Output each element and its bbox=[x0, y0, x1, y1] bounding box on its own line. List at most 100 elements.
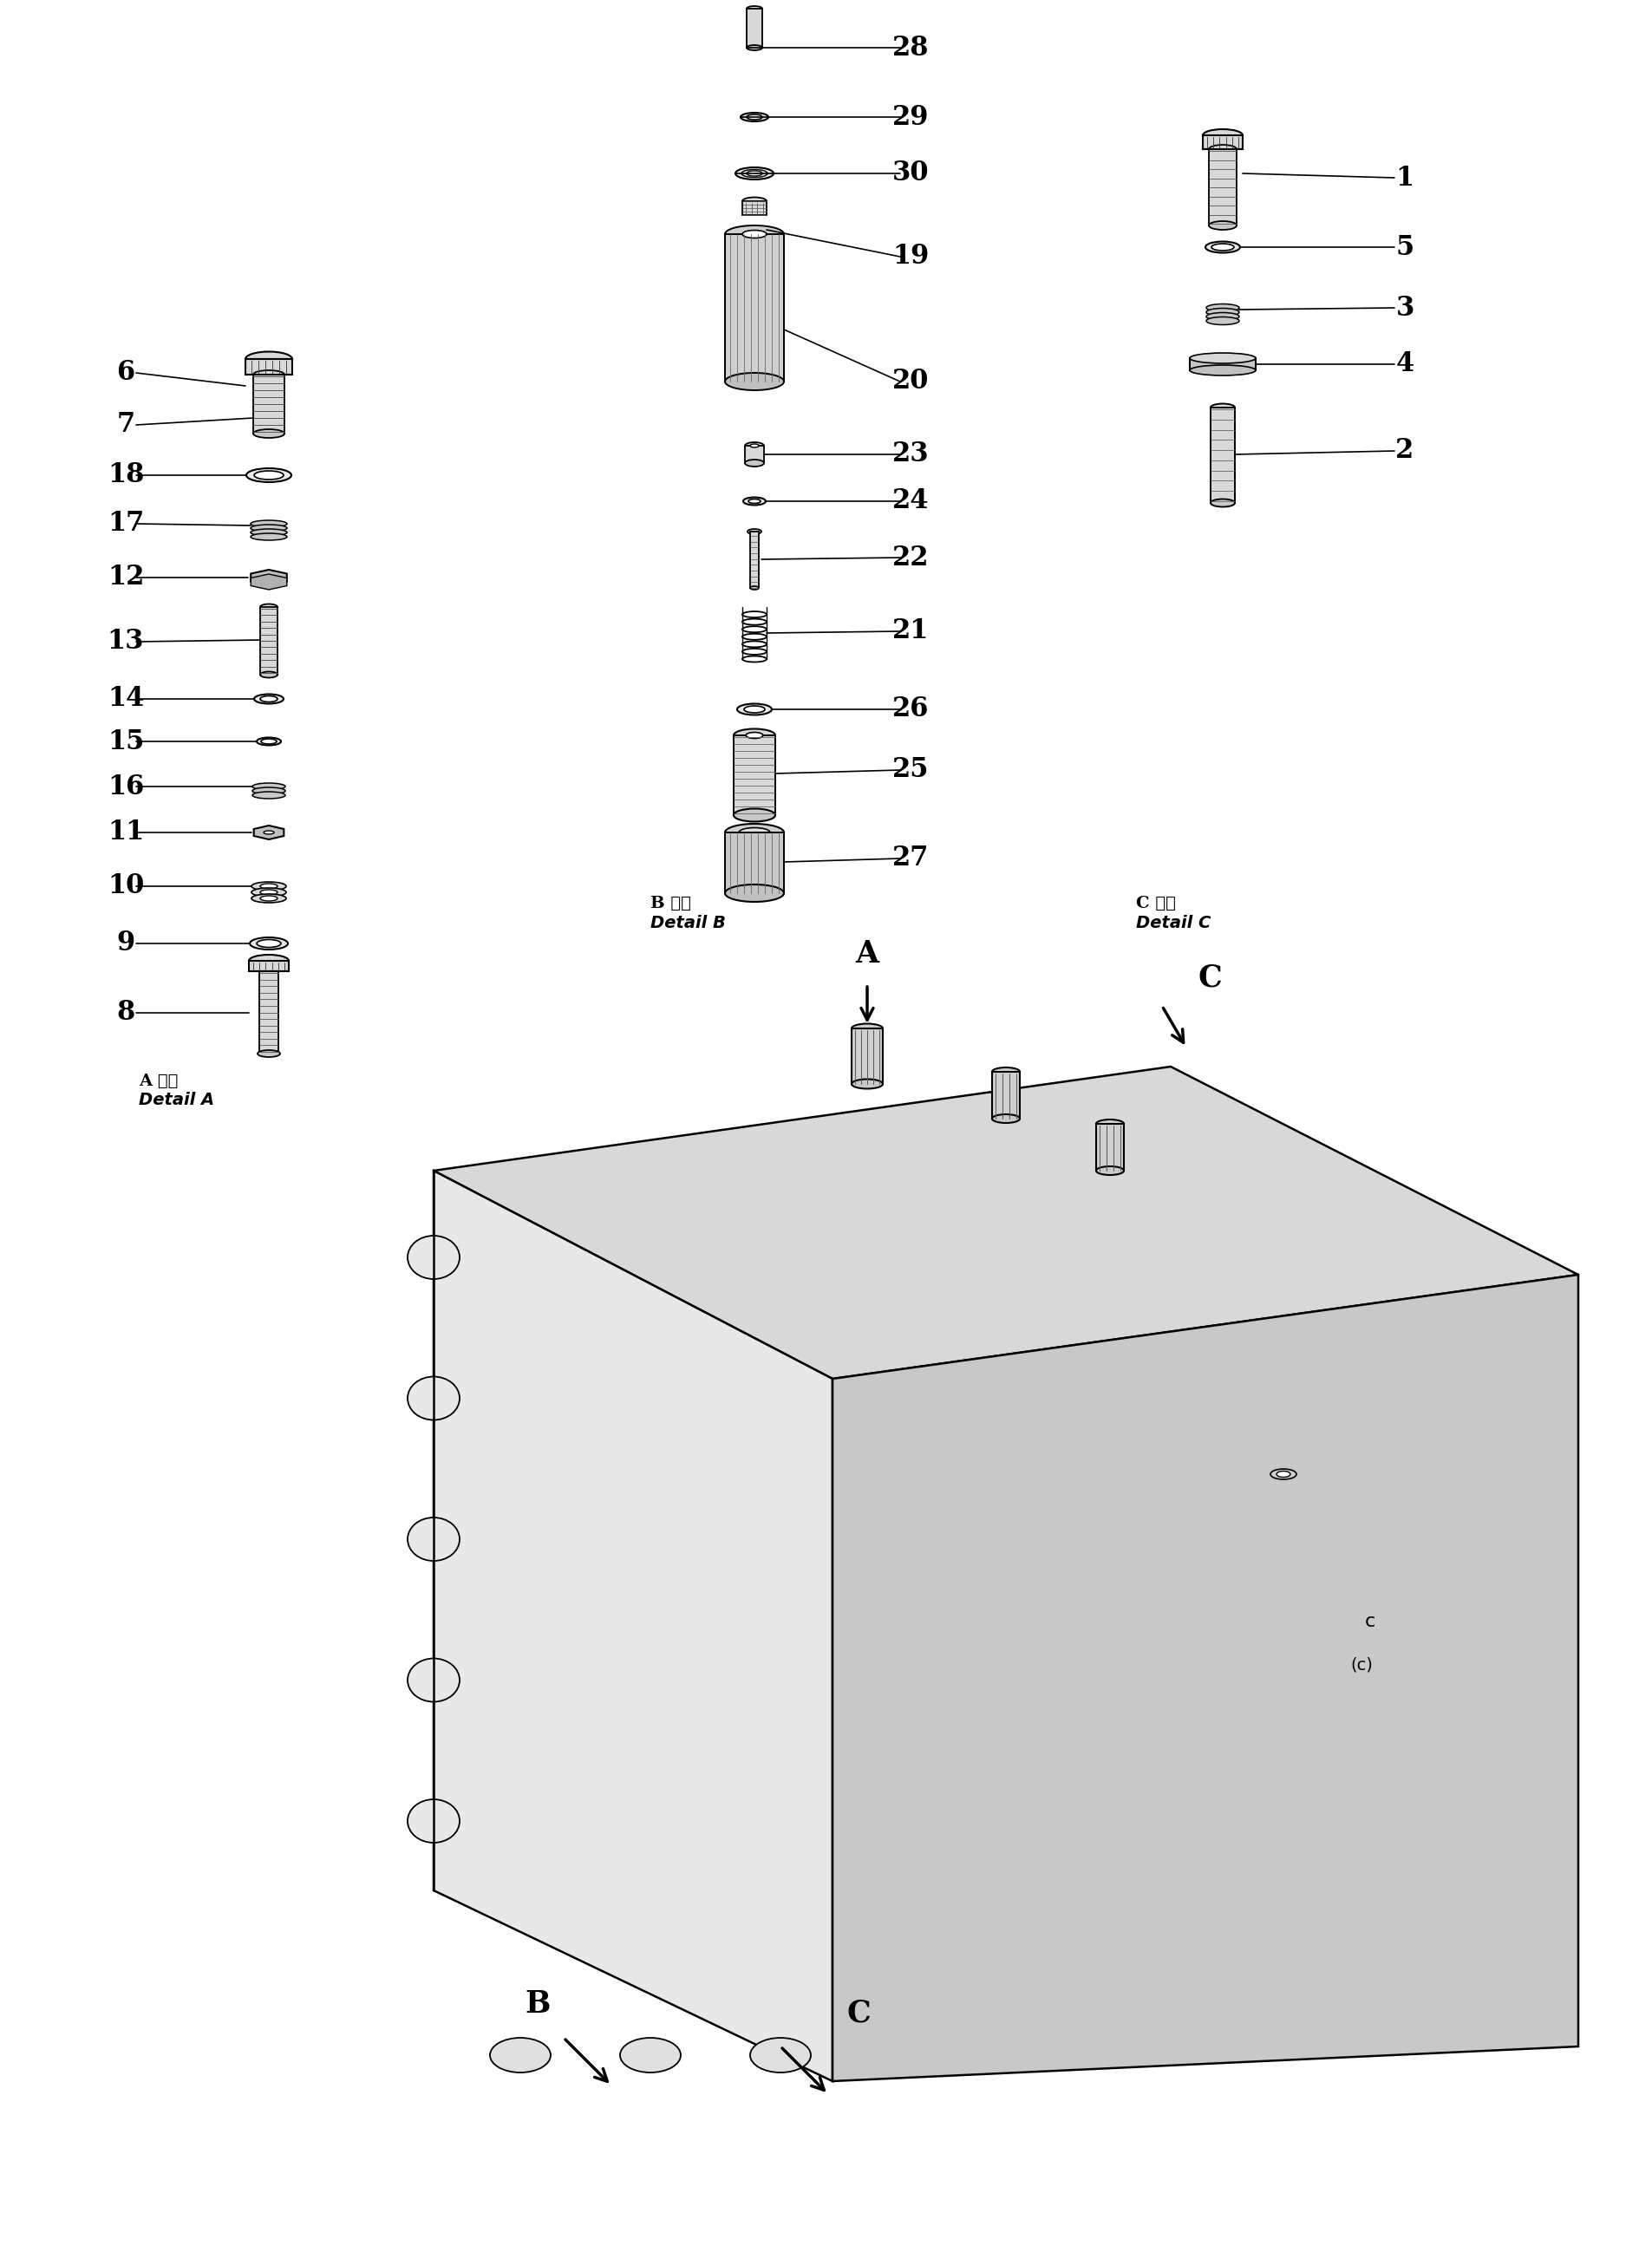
Ellipse shape bbox=[249, 937, 287, 950]
Text: 16: 16 bbox=[107, 772, 144, 799]
Polygon shape bbox=[742, 200, 767, 214]
Text: 2: 2 bbox=[1396, 437, 1414, 464]
Text: 21: 21 bbox=[892, 617, 928, 644]
Ellipse shape bbox=[251, 525, 287, 531]
Polygon shape bbox=[1203, 135, 1242, 149]
Ellipse shape bbox=[259, 696, 278, 703]
Text: 8: 8 bbox=[117, 1000, 135, 1027]
Text: 25: 25 bbox=[892, 757, 928, 784]
Ellipse shape bbox=[408, 1799, 459, 1842]
Text: 12: 12 bbox=[107, 563, 144, 590]
Ellipse shape bbox=[246, 468, 291, 482]
Ellipse shape bbox=[725, 225, 785, 243]
Text: A: A bbox=[856, 939, 879, 968]
Text: B 詳細: B 詳細 bbox=[651, 896, 691, 912]
Polygon shape bbox=[253, 374, 284, 435]
Text: Detail C: Detail C bbox=[1137, 914, 1211, 930]
Ellipse shape bbox=[1211, 403, 1236, 412]
Ellipse shape bbox=[747, 45, 762, 50]
Ellipse shape bbox=[1211, 243, 1234, 250]
Text: 29: 29 bbox=[892, 104, 928, 131]
Text: 5: 5 bbox=[1396, 234, 1414, 261]
Ellipse shape bbox=[747, 529, 762, 534]
Polygon shape bbox=[833, 1275, 1578, 2081]
Polygon shape bbox=[259, 971, 279, 1054]
Polygon shape bbox=[993, 1072, 1019, 1119]
Polygon shape bbox=[725, 234, 785, 381]
Polygon shape bbox=[246, 358, 292, 374]
Text: 13: 13 bbox=[107, 628, 144, 655]
Ellipse shape bbox=[254, 694, 284, 703]
Ellipse shape bbox=[259, 604, 278, 610]
Ellipse shape bbox=[408, 1376, 459, 1421]
Text: C: C bbox=[846, 1998, 871, 2027]
Ellipse shape bbox=[743, 705, 765, 714]
Polygon shape bbox=[725, 833, 785, 894]
Ellipse shape bbox=[1189, 365, 1256, 376]
Text: 22: 22 bbox=[892, 545, 928, 572]
Ellipse shape bbox=[251, 534, 287, 540]
Ellipse shape bbox=[740, 113, 768, 122]
Text: A 詳細: A 詳細 bbox=[139, 1074, 178, 1090]
Ellipse shape bbox=[620, 2038, 681, 2072]
Polygon shape bbox=[433, 1067, 1578, 1378]
Text: c: c bbox=[1365, 1612, 1376, 1630]
Text: 28: 28 bbox=[892, 34, 928, 61]
Ellipse shape bbox=[1206, 309, 1239, 315]
Ellipse shape bbox=[1097, 1167, 1123, 1176]
Ellipse shape bbox=[251, 529, 287, 536]
Ellipse shape bbox=[1277, 1471, 1290, 1477]
Ellipse shape bbox=[742, 169, 768, 178]
Ellipse shape bbox=[1097, 1119, 1123, 1128]
Polygon shape bbox=[733, 736, 775, 815]
Ellipse shape bbox=[750, 444, 758, 448]
Ellipse shape bbox=[725, 824, 785, 842]
Ellipse shape bbox=[1206, 304, 1239, 311]
Ellipse shape bbox=[253, 788, 286, 795]
Text: 1: 1 bbox=[1396, 164, 1414, 191]
Ellipse shape bbox=[725, 885, 785, 901]
Text: Detail A: Detail A bbox=[139, 1092, 215, 1108]
Ellipse shape bbox=[259, 671, 278, 678]
Ellipse shape bbox=[748, 500, 760, 504]
Polygon shape bbox=[249, 962, 289, 971]
Ellipse shape bbox=[747, 115, 762, 119]
Polygon shape bbox=[745, 446, 763, 464]
Ellipse shape bbox=[408, 1657, 459, 1703]
Ellipse shape bbox=[259, 896, 278, 901]
Text: C: C bbox=[1198, 964, 1222, 993]
Polygon shape bbox=[259, 608, 278, 676]
Ellipse shape bbox=[733, 808, 775, 822]
Polygon shape bbox=[251, 574, 287, 590]
Ellipse shape bbox=[1209, 144, 1237, 153]
Ellipse shape bbox=[743, 498, 767, 504]
Ellipse shape bbox=[747, 7, 762, 11]
Ellipse shape bbox=[750, 2038, 811, 2072]
Ellipse shape bbox=[1206, 241, 1241, 252]
Ellipse shape bbox=[1206, 318, 1239, 324]
Ellipse shape bbox=[259, 890, 278, 894]
Text: 14: 14 bbox=[107, 685, 144, 712]
Polygon shape bbox=[747, 9, 762, 47]
Ellipse shape bbox=[256, 939, 281, 948]
Text: (c): (c) bbox=[1350, 1657, 1373, 1673]
Text: 23: 23 bbox=[892, 441, 928, 468]
Ellipse shape bbox=[408, 1236, 459, 1279]
Text: 30: 30 bbox=[892, 160, 928, 187]
Polygon shape bbox=[851, 1029, 882, 1083]
Text: 18: 18 bbox=[107, 462, 144, 489]
Ellipse shape bbox=[1189, 354, 1256, 363]
Ellipse shape bbox=[1203, 128, 1242, 142]
Ellipse shape bbox=[261, 739, 276, 743]
Ellipse shape bbox=[742, 198, 767, 205]
Ellipse shape bbox=[259, 883, 278, 890]
Ellipse shape bbox=[251, 887, 286, 896]
Bar bbox=[1189, 358, 1256, 369]
Ellipse shape bbox=[851, 1079, 882, 1088]
Ellipse shape bbox=[745, 459, 763, 466]
Ellipse shape bbox=[737, 703, 771, 714]
Ellipse shape bbox=[253, 430, 284, 437]
Ellipse shape bbox=[1206, 313, 1239, 320]
Ellipse shape bbox=[1209, 221, 1237, 230]
Ellipse shape bbox=[733, 730, 775, 741]
